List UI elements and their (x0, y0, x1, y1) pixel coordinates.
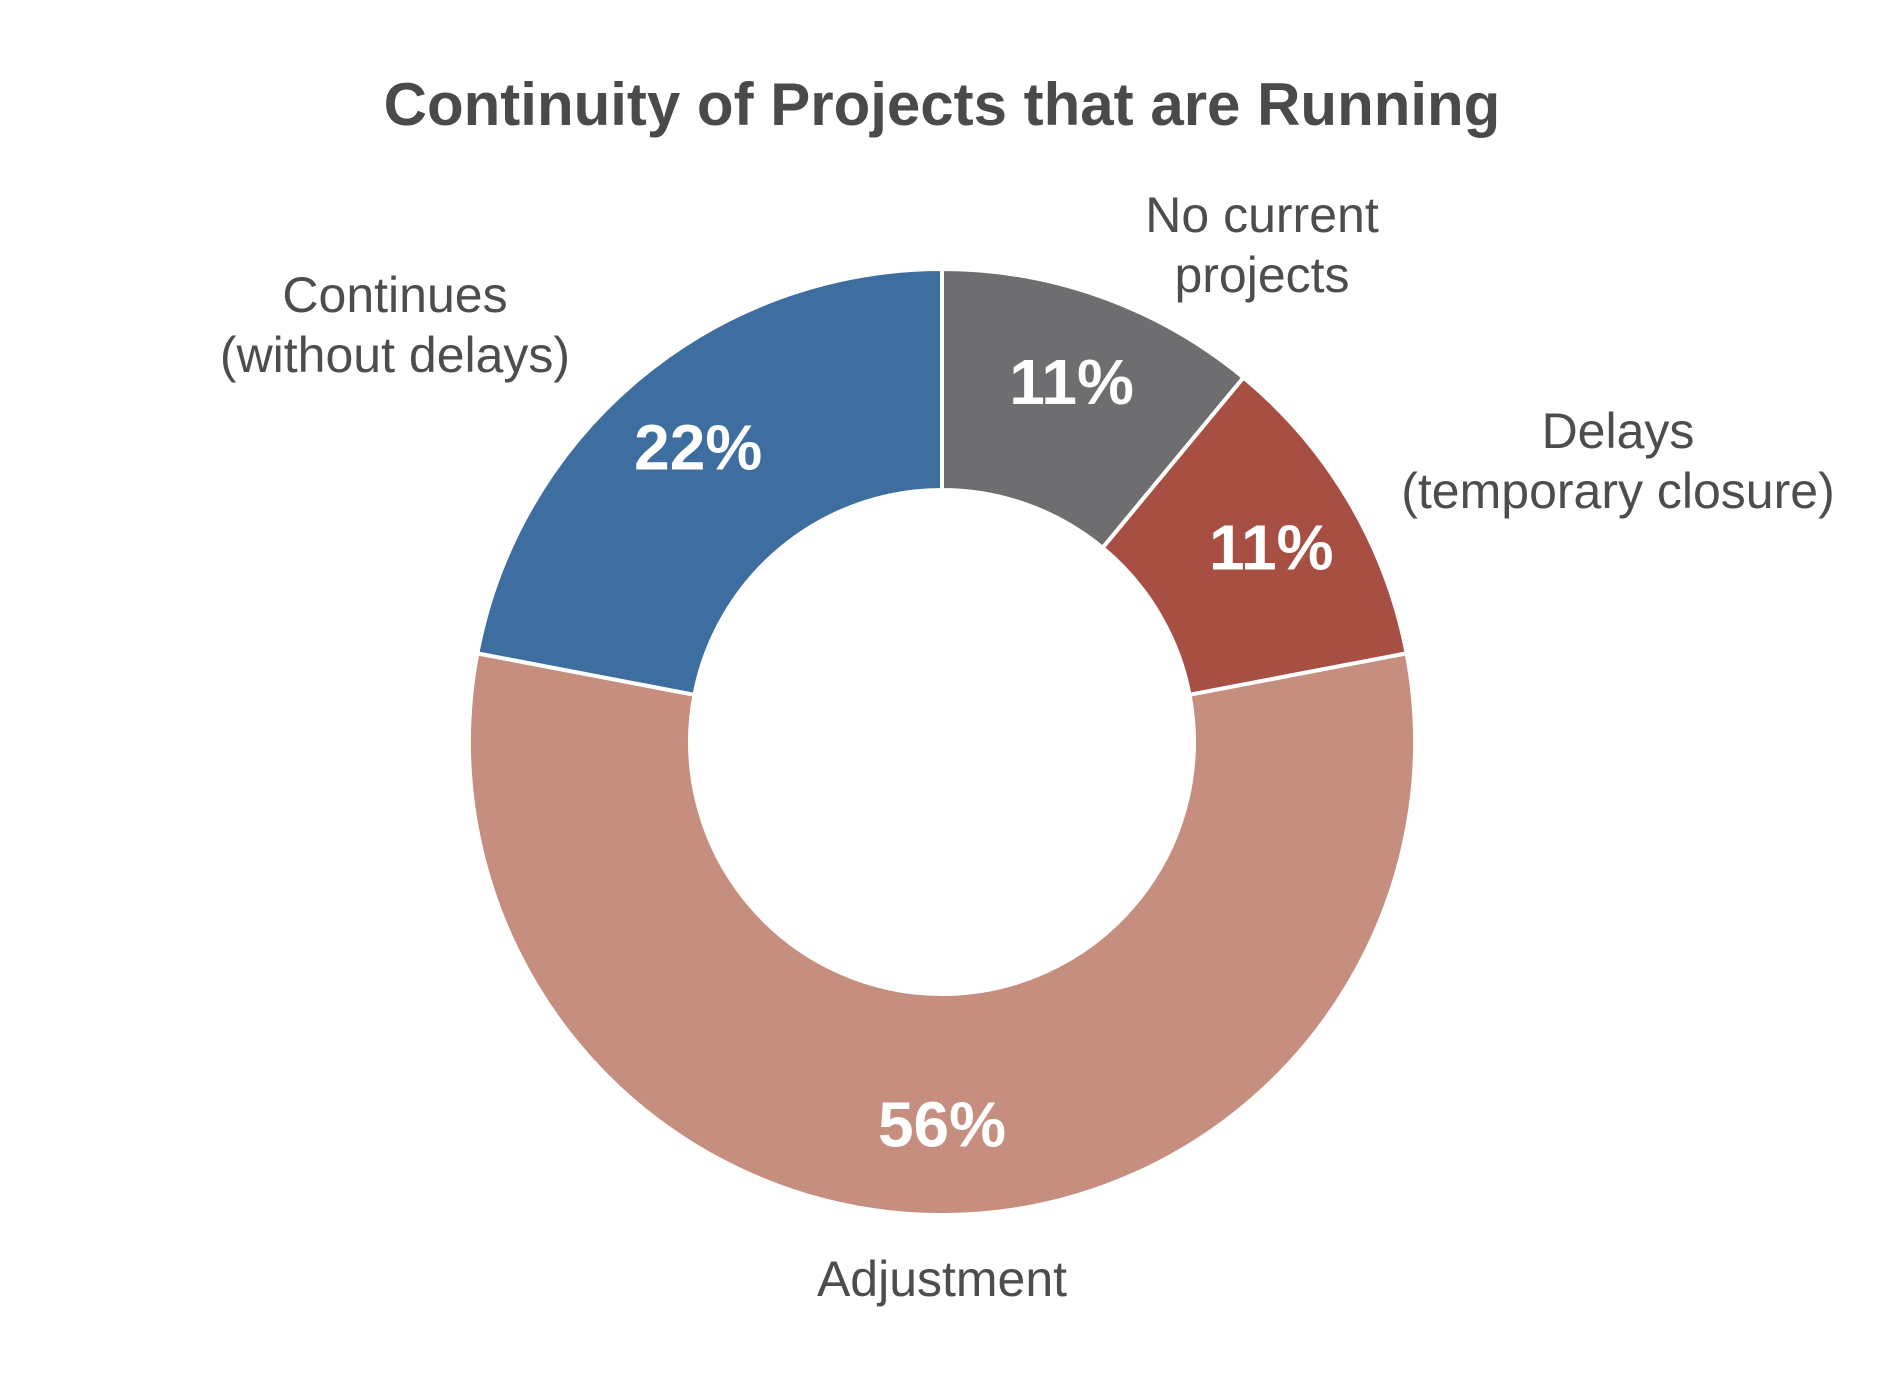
value-label-delays-temporary-closure: 11% (1209, 511, 1334, 583)
slice-delays-temporary-closure (1099, 374, 1409, 698)
value-labels-group: 11% 11% 56% 22% (634, 346, 1333, 1160)
value-label-no-current-projects: 11% (1009, 346, 1134, 418)
slice-continues-without-delays (475, 266, 944, 698)
category-label-line: Delays (1542, 403, 1695, 459)
slice-no-current-projects (940, 266, 1247, 551)
category-label-line: Continues (282, 267, 507, 323)
value-label-continues-without-delays: 22% (634, 411, 762, 483)
slice-adjustment (467, 651, 1417, 1218)
value-label-adjustment: 56% (878, 1089, 1006, 1161)
category-label-line: (without delays) (220, 327, 570, 383)
category-label-no-current-projects: No current projects (1145, 187, 1379, 303)
category-label-line: (temporary closure) (1401, 463, 1834, 519)
category-label-line: No current (1145, 187, 1379, 243)
category-label-line: projects (1174, 247, 1349, 303)
category-label-line: Adjustment (817, 1251, 1067, 1307)
slices-group (467, 266, 1417, 1218)
category-label-continues-without-delays: Continues (without delays) (220, 267, 570, 383)
chart-title: Continuity of Projects that are Running (384, 71, 1501, 138)
category-label-delays-temporary-closure: Delays (temporary closure) (1401, 403, 1834, 519)
category-label-adjustment: Adjustment (817, 1251, 1067, 1307)
